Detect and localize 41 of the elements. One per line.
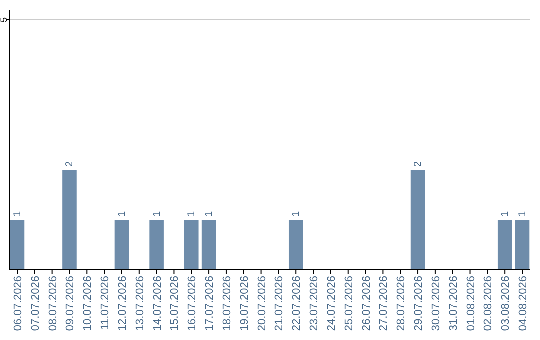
- x-tick-label: 13.07.2026: [134, 276, 146, 332]
- x-tick-label: 10.07.2026: [82, 276, 94, 332]
- x-tick-label: 09.07.2026: [64, 276, 77, 332]
- x-tick-label: 25.07.2026: [343, 276, 356, 332]
- x-tick-label: 15.07.2026: [169, 276, 182, 332]
- x-tick-label: 22.07.2026: [291, 276, 304, 332]
- x-tick-label: 12.07.2026: [116, 276, 129, 332]
- data-label: 2: [64, 161, 76, 167]
- x-tick-label: 17.07.2026: [204, 276, 216, 332]
- y-tick-label: 5: [0, 17, 9, 23]
- x-tick-label: 24.07.2026: [326, 276, 338, 332]
- x-tick-label: 20.07.2026: [256, 276, 268, 332]
- x-tick-label: 01.08.2026: [465, 276, 478, 332]
- x-tick-label: 27.07.2026: [378, 276, 390, 332]
- x-tick-label: 16.07.2026: [186, 276, 199, 332]
- x-tick-label: 21.07.2026: [274, 276, 286, 332]
- data-label: 2: [413, 161, 424, 167]
- x-tick-label: 23.07.2026: [308, 276, 321, 332]
- x-tick-label: 18.07.2026: [221, 276, 234, 332]
- x-tick-label: 03.08.2026: [500, 276, 512, 332]
- x-tick-label: 07.07.2026: [30, 276, 42, 332]
- x-tick-label: 30.07.2026: [430, 276, 442, 332]
- x-tick-label: 28.07.2026: [396, 276, 408, 332]
- data-label: 1: [116, 211, 128, 217]
- x-tick-label: 04.08.2026: [518, 276, 530, 332]
- data-label: 1: [291, 211, 302, 217]
- x-tick-label: 08.07.2026: [47, 276, 60, 332]
- x-tick-label: 02.08.2026: [482, 276, 495, 332]
- x-tick-label: 29.07.2026: [413, 276, 426, 332]
- data-label: 1: [500, 211, 512, 217]
- data-label: 1: [186, 211, 198, 217]
- x-tick-label: 11.07.2026: [100, 276, 112, 330]
- data-label: 1: [12, 211, 24, 217]
- x-tick-label: 31.07.2026: [448, 276, 460, 332]
- x-tick-label: 06.07.2026: [12, 276, 24, 332]
- x-tick-label: 26.07.2026: [360, 276, 373, 332]
- data-label: 1: [204, 211, 216, 217]
- x-tick-label: 14.07.2026: [152, 276, 164, 332]
- x-tick-label: 19.07.2026: [238, 276, 251, 332]
- data-label: 1: [518, 211, 529, 217]
- data-label: 1: [152, 211, 163, 217]
